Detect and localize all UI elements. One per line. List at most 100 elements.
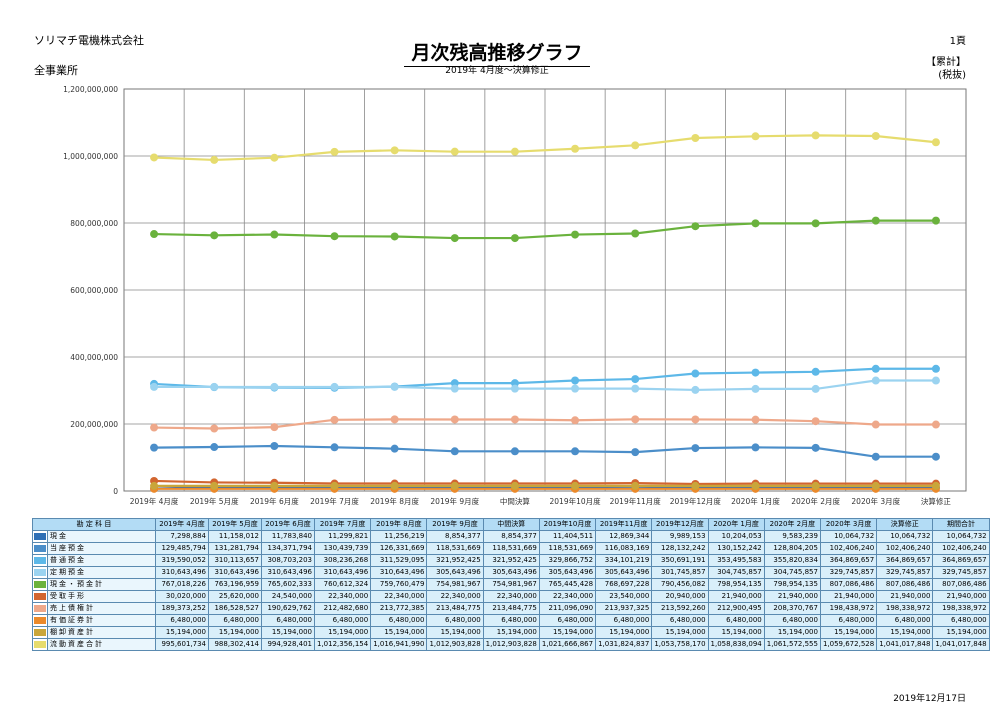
- legend-swatch: [32, 542, 48, 555]
- table-cell: 21,940,000: [763, 590, 821, 603]
- x-tick-label: 2019年 4月度: [130, 496, 179, 506]
- data-point: [931, 376, 940, 385]
- table-cell: 130,439,739: [313, 542, 372, 555]
- legend-swatch: [32, 554, 48, 567]
- table-cell: 1,031,824,837: [595, 638, 653, 651]
- data-point: [751, 219, 760, 228]
- table-cell: 6,480,000: [261, 614, 315, 627]
- legend-swatch: [32, 578, 48, 591]
- table-cell: 23,540,000: [595, 590, 653, 603]
- table-cell: 1,021,666,867: [538, 638, 597, 651]
- table-column-header: 2019年 5月度: [208, 518, 262, 531]
- table-cell: 807,086,486: [819, 578, 878, 591]
- table-row: 有価証券計 6,480,000 6,480,000 6,480,000 6,480,00…: [32, 614, 990, 627]
- table-cell: 995,601,734: [155, 638, 209, 651]
- data-point: [270, 230, 279, 239]
- table-cell: 15,194,000: [707, 626, 765, 639]
- data-point: [450, 447, 459, 456]
- table-cell: 754,981,967: [426, 578, 484, 591]
- x-tick-label: 中間決算: [500, 496, 530, 506]
- data-point: [631, 384, 640, 393]
- table-cell: 10,064,732: [819, 530, 878, 543]
- report-period: 2019年 4月度～決算修正: [445, 66, 549, 76]
- table-cell: 1,012,356,154: [313, 638, 372, 651]
- table-cell-total: 15,194,000: [932, 626, 990, 639]
- company-name: ソリマチ電機株式会社: [34, 34, 144, 47]
- table-cell: 212,482,680: [313, 602, 372, 615]
- table-cell: 15,194,000: [595, 626, 653, 639]
- office-name: 全事業所: [34, 64, 78, 77]
- y-tick-label: 0: [113, 487, 118, 496]
- table-cell: 364,869,657: [819, 554, 878, 567]
- table-cell: 126,331,669: [370, 542, 428, 555]
- table-cell: 9,989,153: [651, 530, 709, 543]
- data-point: [931, 452, 940, 461]
- y-tick-label: 800,000,000: [70, 219, 118, 228]
- table-corner-header: 勘 定 科 目: [32, 518, 156, 531]
- table-column-header: 2019年12月度: [651, 518, 709, 531]
- table-cell: 21,940,000: [819, 590, 878, 603]
- series-line: [154, 479, 936, 486]
- table-cell: 15,194,000: [261, 626, 315, 639]
- table-cell: 763,196,959: [208, 578, 262, 591]
- data-point: [270, 423, 279, 432]
- table-cell: 308,236,268: [313, 554, 372, 567]
- table-cell: 308,703,203: [261, 554, 315, 567]
- table-cell: 768,697,228: [595, 578, 653, 591]
- table-cell: 213,772,385: [370, 602, 428, 615]
- table-cell: 321,952,425: [426, 554, 484, 567]
- table-cell: 6,480,000: [651, 614, 709, 627]
- table-column-header: 2020年 2月度: [763, 518, 821, 531]
- data-point: [571, 481, 580, 490]
- table-cell: 22,340,000: [370, 590, 428, 603]
- table-cell: 6,480,000: [819, 614, 878, 627]
- table-cell: 15,194,000: [155, 626, 209, 639]
- table-cell-total: 102,406,240: [932, 542, 990, 555]
- x-tick-label: 2019年12月度: [670, 496, 722, 506]
- data-point: [871, 364, 880, 373]
- data-point: [571, 416, 580, 425]
- table-cell: 765,602,333: [261, 578, 315, 591]
- data-point: [450, 415, 459, 424]
- table-column-header: 2019年 6月度: [261, 518, 315, 531]
- table-cell: 1,041,017,848: [876, 638, 934, 651]
- account-name: 当座預金: [47, 542, 156, 555]
- tax-mode: (税抜): [938, 70, 966, 81]
- x-tick-label: 2020年 2月度: [791, 496, 840, 506]
- data-point: [150, 230, 159, 239]
- data-point: [631, 229, 640, 238]
- y-tick-label: 1,000,000,000: [63, 152, 118, 161]
- data-point: [871, 132, 880, 141]
- data-point: [751, 415, 760, 424]
- table-cell: 116,083,169: [595, 542, 653, 555]
- table-cell: 25,620,000: [208, 590, 262, 603]
- table-cell: 310,643,496: [155, 566, 209, 579]
- aggregation-mode: 【累計】: [926, 57, 966, 68]
- table-cell: 211,096,090: [538, 602, 597, 615]
- legend-swatch: [32, 638, 48, 651]
- y-tick-label: 400,000,000: [70, 353, 118, 362]
- data-point: [450, 234, 459, 243]
- table-cell: 15,194,000: [651, 626, 709, 639]
- account-name: 現金: [47, 530, 156, 543]
- table-cell: 189,373,252: [155, 602, 209, 615]
- table-cell: 6,480,000: [707, 614, 765, 627]
- table-cell: 304,745,857: [707, 566, 765, 579]
- table-cell: 6,480,000: [763, 614, 821, 627]
- table-cell: 129,485,794: [155, 542, 209, 555]
- x-tick-label: 2019年 6月度: [250, 496, 299, 506]
- table-cell: 21,940,000: [876, 590, 934, 603]
- series-line: [154, 444, 936, 458]
- data-point: [510, 415, 519, 424]
- data-point: [510, 234, 519, 243]
- data-point: [691, 222, 700, 231]
- table-cell: 22,340,000: [538, 590, 597, 603]
- data-point: [150, 443, 159, 452]
- legend-swatch: [32, 566, 48, 579]
- table-cell: 213,484,775: [426, 602, 484, 615]
- data-point: [751, 132, 760, 141]
- table-cell: 102,406,240: [819, 542, 878, 555]
- table-row: 普通預金 319,590,052 310,113,657 308,703,203 308…: [32, 554, 990, 567]
- data-point: [270, 481, 279, 490]
- table-cell: 1,012,903,828: [426, 638, 484, 651]
